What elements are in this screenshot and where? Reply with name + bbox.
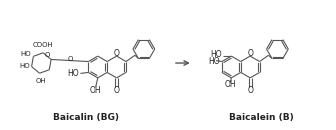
Text: O: O (114, 86, 120, 95)
Text: OH: OH (224, 80, 236, 89)
Text: O: O (114, 49, 120, 58)
Text: O: O (247, 49, 253, 58)
Text: HO: HO (210, 50, 221, 59)
Text: O: O (68, 56, 73, 61)
Text: HO: HO (67, 69, 78, 78)
Text: O: O (45, 52, 50, 58)
Text: OH: OH (35, 78, 46, 84)
Text: Baicalein (B): Baicalein (B) (228, 113, 293, 122)
Text: O: O (247, 86, 253, 95)
Text: OH: OH (90, 86, 101, 95)
Text: Baicalin (BG): Baicalin (BG) (53, 113, 119, 122)
Text: HO: HO (208, 57, 220, 66)
Text: HO: HO (19, 63, 30, 69)
Text: COOH: COOH (33, 42, 53, 48)
Text: HO: HO (21, 51, 32, 57)
